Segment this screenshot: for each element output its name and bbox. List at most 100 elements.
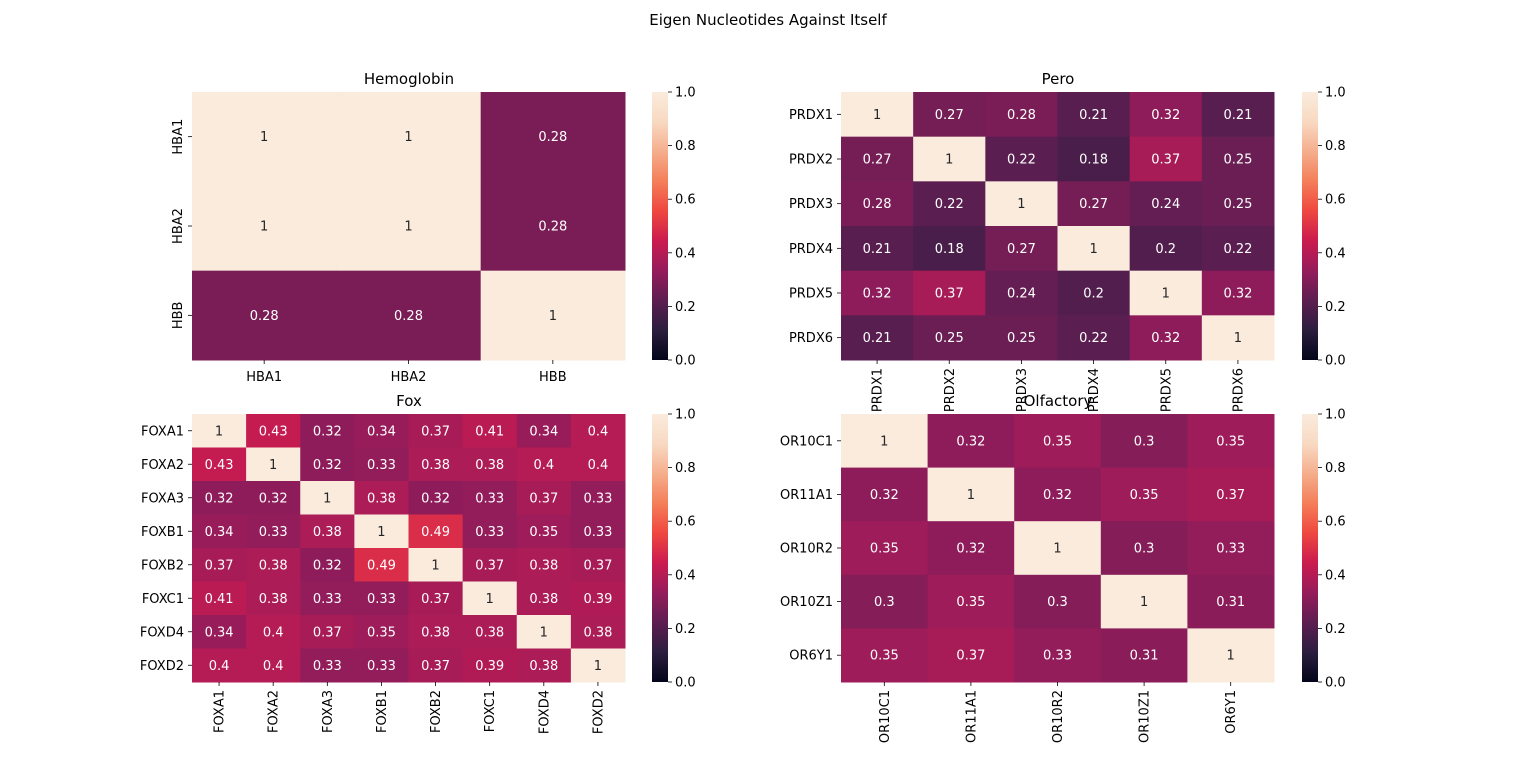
x-tick-label: OR11A1	[964, 690, 979, 743]
heatmap-cell-label: 0.4	[209, 659, 230, 674]
colorbar-gradient-rect	[1302, 92, 1318, 360]
heatmap-cell	[841, 628, 929, 683]
heatmap-cell-label: 0.35	[1216, 434, 1245, 449]
heatmap-cell	[192, 648, 247, 683]
heatmap-cell	[192, 92, 337, 182]
heatmap-cell	[1129, 136, 1203, 182]
heatmap-cell-label: 0.32	[1151, 108, 1180, 123]
heatmap-cell	[516, 548, 572, 582]
heatmap-cell	[354, 615, 409, 649]
colorbar-tick-label: 0.0	[1325, 354, 1346, 369]
heatmap-cell	[246, 648, 301, 683]
heatmap-cell-label: 0.32	[313, 458, 342, 473]
heatmap-title: Hemoglobin	[364, 70, 454, 88]
heatmap-cell	[570, 581, 626, 616]
heatmap-cell	[1187, 414, 1275, 469]
heatmap-cell	[1100, 628, 1188, 683]
heatmap-cell-label: 0.3	[874, 595, 895, 610]
heatmap-cell	[1057, 315, 1131, 361]
y-tick-label: FOXA3	[141, 491, 184, 506]
heatmap-cell-label: 0.27	[935, 108, 964, 123]
heatmap-cell	[1129, 270, 1203, 316]
heatmap-cell	[300, 548, 355, 582]
heatmap-cell-label: 0.27	[863, 153, 892, 168]
heatmap-cell-label: 0.35	[1043, 434, 1072, 449]
heatmap-cell-label: 0.38	[529, 659, 558, 674]
heatmap-cell-label: 0.21	[863, 242, 892, 257]
heatmap-cell-label: 0.37	[1151, 153, 1180, 168]
heatmap-cell-label: 0.38	[367, 491, 396, 506]
heatmap-cell-label: 0.35	[1130, 488, 1159, 503]
heatmap-cell-label: 0.33	[367, 659, 396, 674]
heatmap-cell	[462, 447, 518, 482]
heatmap-cell	[354, 414, 409, 448]
heatmap-cell-label: 0.33	[313, 659, 342, 674]
heatmap-cell	[841, 92, 914, 138]
heatmap-cell-label: 0.38	[529, 558, 558, 573]
heatmap-cell-label: 0.18	[1079, 153, 1108, 168]
heatmap-cell-label: 1	[1162, 287, 1170, 302]
heatmap-cell-label: 0.32	[870, 488, 899, 503]
heatmap-cell	[841, 181, 914, 227]
heatmap-cell-label: 0.33	[1216, 542, 1245, 557]
heatmap-cell	[1100, 521, 1188, 576]
heatmap-cell	[985, 226, 1058, 272]
figure-suptitle: Eigen Nucleotides Against Itself	[649, 11, 887, 29]
heatmap-cell	[985, 181, 1058, 227]
heatmap-cell	[516, 481, 572, 515]
heatmap-cell-label: 0.3	[1134, 434, 1155, 449]
heatmap-cell-label: 0.4	[588, 458, 609, 473]
heatmap-cell	[927, 467, 1015, 522]
y-tick-label: FOXD2	[140, 659, 184, 674]
heatmap-cell	[246, 414, 301, 448]
heatmap-cell	[570, 615, 626, 649]
heatmap-cell-label: 0.32	[956, 542, 985, 557]
colorbar-tick-label: 0.6	[1325, 193, 1346, 208]
heatmap-cell	[913, 92, 986, 138]
heatmap-cell-label: 0.28	[863, 197, 892, 212]
heatmap-cell-label: 0.32	[1151, 331, 1180, 346]
heatmap-cell-label: 0.32	[313, 558, 342, 573]
heatmap-cell	[1201, 315, 1275, 361]
heatmap-cell-label: 0.43	[259, 424, 288, 439]
colorbar-gradient-rect	[652, 414, 668, 682]
colorbar-tick-label: 0.8	[1325, 139, 1346, 154]
heatmap-cell-label: 0.28	[1007, 108, 1036, 123]
heatmap-cell-label: 1	[594, 659, 602, 674]
heatmap-cell-label: 1	[1017, 197, 1025, 212]
heatmap-cell	[570, 514, 626, 549]
heatmap-cell	[1014, 414, 1102, 469]
heatmap-cell	[480, 92, 626, 182]
x-tick-label: PRDX2	[943, 368, 958, 412]
y-tick-label: OR10R2	[780, 542, 833, 557]
heatmap-cell	[192, 181, 337, 272]
heatmap-cell	[1014, 521, 1102, 576]
heatmap-cell-label: 0.33	[259, 525, 288, 540]
colorbar-tick-label: 0.6	[1325, 515, 1346, 530]
heatmap-cell-label: 0.33	[1043, 649, 1072, 664]
x-tick-label: OR10C1	[878, 690, 893, 743]
heatmap-cell-label: 1	[260, 220, 268, 235]
y-tick-label: PRDX3	[789, 197, 833, 212]
heatmap-cell-label: 1	[873, 108, 881, 123]
y-tick-label: PRDX4	[789, 242, 833, 257]
x-tick-label: PRDX3	[1015, 368, 1030, 412]
heatmap-cell	[913, 136, 986, 182]
heatmap-cell-label: 1	[1140, 595, 1148, 610]
heatmap-cell	[246, 615, 301, 649]
heatmap-cell	[246, 514, 301, 549]
x-tick-label: HBA1	[246, 370, 282, 385]
heatmap-cell	[516, 414, 572, 448]
heatmap-cell-label: 1	[404, 130, 412, 145]
heatmap-cell-label: 0.32	[421, 491, 450, 506]
colorbar-tick-label: 0.8	[675, 461, 696, 476]
heatmap-cell-label: 0.49	[421, 525, 450, 540]
heatmap-cell-label: 0.35	[956, 595, 985, 610]
heatmap-cell	[354, 548, 409, 582]
heatmap-cell-label: 0.35	[367, 625, 396, 640]
heatmap-cell-label: 0.32	[956, 434, 985, 449]
y-tick-label: PRDX5	[789, 287, 833, 302]
